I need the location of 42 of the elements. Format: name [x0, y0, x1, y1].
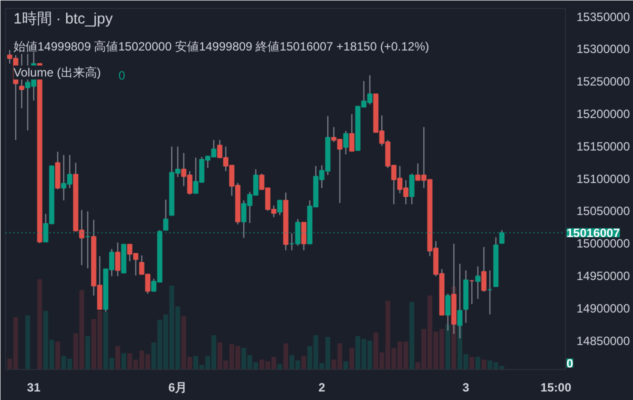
- x-tick-label: 31: [27, 380, 41, 394]
- x-tick-label: 6月: [168, 380, 188, 394]
- x-tick-label: 2: [318, 380, 326, 394]
- y-tick-label: 15250000: [576, 74, 630, 89]
- y-tick-label: 15100000: [576, 172, 630, 186]
- bar: [283, 343, 288, 370]
- x-tick-label: 15:00: [540, 380, 572, 394]
- bar: [55, 342, 60, 370]
- annotation: 0: [118, 68, 126, 82]
- candlestick: [343, 130, 348, 155]
- y-tick-label: 14950000: [576, 269, 630, 284]
- y-tick-label: 15150000: [576, 139, 630, 154]
- bar: [85, 336, 90, 370]
- bar: [469, 356, 474, 370]
- y-tick-label: 14850000: [576, 334, 630, 348]
- chart-title: Volume (出来高): [14, 66, 101, 80]
- y-tick-label: 15200000: [576, 106, 630, 121]
- text: 0: [566, 356, 574, 370]
- bar: [409, 302, 414, 370]
- bar: [25, 315, 30, 370]
- candlestick: [349, 114, 354, 152]
- ref-line-label: 15016007: [566, 226, 620, 240]
- y-tick-label: 15050000: [576, 204, 630, 218]
- candlestick: [115, 242, 120, 277]
- bar: [37, 279, 42, 370]
- y-tick-label: 14900000: [576, 301, 630, 316]
- bar: [301, 356, 306, 370]
- candlestick: [301, 222, 306, 251]
- bar: [115, 346, 120, 370]
- candlestick: [409, 173, 414, 205]
- y-tick-label: 15300000: [576, 42, 630, 56]
- text: 始値14999809 高値15020000 安値14999809 終値15016007 +18150 (+0.12%): [14, 40, 430, 54]
- bar: [349, 348, 354, 370]
- x-tick-label: 3: [462, 380, 470, 394]
- candlestick: [277, 200, 282, 216]
- candlestick: [481, 246, 486, 292]
- bar: [475, 356, 480, 370]
- candlestick: [475, 266, 480, 300]
- y-tick-label: 15350000: [576, 10, 630, 24]
- chart-title: 1時間 · btc_jpy: [14, 10, 114, 28]
- bar: [481, 360, 486, 370]
- bar: [445, 324, 450, 370]
